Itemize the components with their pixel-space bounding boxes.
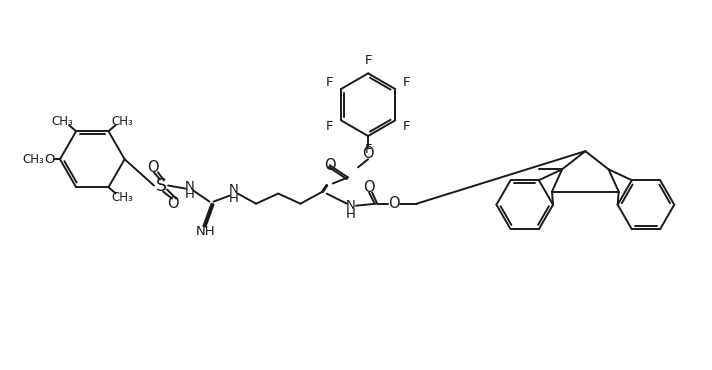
Text: F: F — [403, 76, 410, 89]
Text: CH₃: CH₃ — [51, 115, 73, 128]
Text: N: N — [346, 199, 356, 212]
Text: CH₃: CH₃ — [112, 115, 133, 128]
Text: O: O — [147, 160, 159, 175]
Text: N: N — [184, 180, 194, 193]
Text: CH₃: CH₃ — [23, 153, 45, 166]
Text: F: F — [365, 142, 372, 156]
Text: O: O — [324, 158, 335, 173]
Text: F: F — [326, 76, 333, 89]
Text: O: O — [389, 196, 400, 211]
Text: N: N — [229, 183, 239, 196]
Text: F: F — [403, 120, 410, 134]
Text: NH: NH — [196, 225, 215, 239]
Text: CH₃: CH₃ — [112, 191, 133, 204]
Text: H: H — [184, 188, 194, 201]
Text: S: S — [155, 176, 167, 195]
Text: F: F — [326, 120, 333, 134]
Text: O: O — [45, 153, 55, 166]
Text: O: O — [362, 146, 374, 161]
Text: F: F — [365, 54, 372, 67]
Text: O: O — [167, 196, 179, 211]
Text: H: H — [346, 208, 356, 221]
Text: O: O — [363, 180, 375, 195]
Text: H: H — [229, 192, 239, 205]
